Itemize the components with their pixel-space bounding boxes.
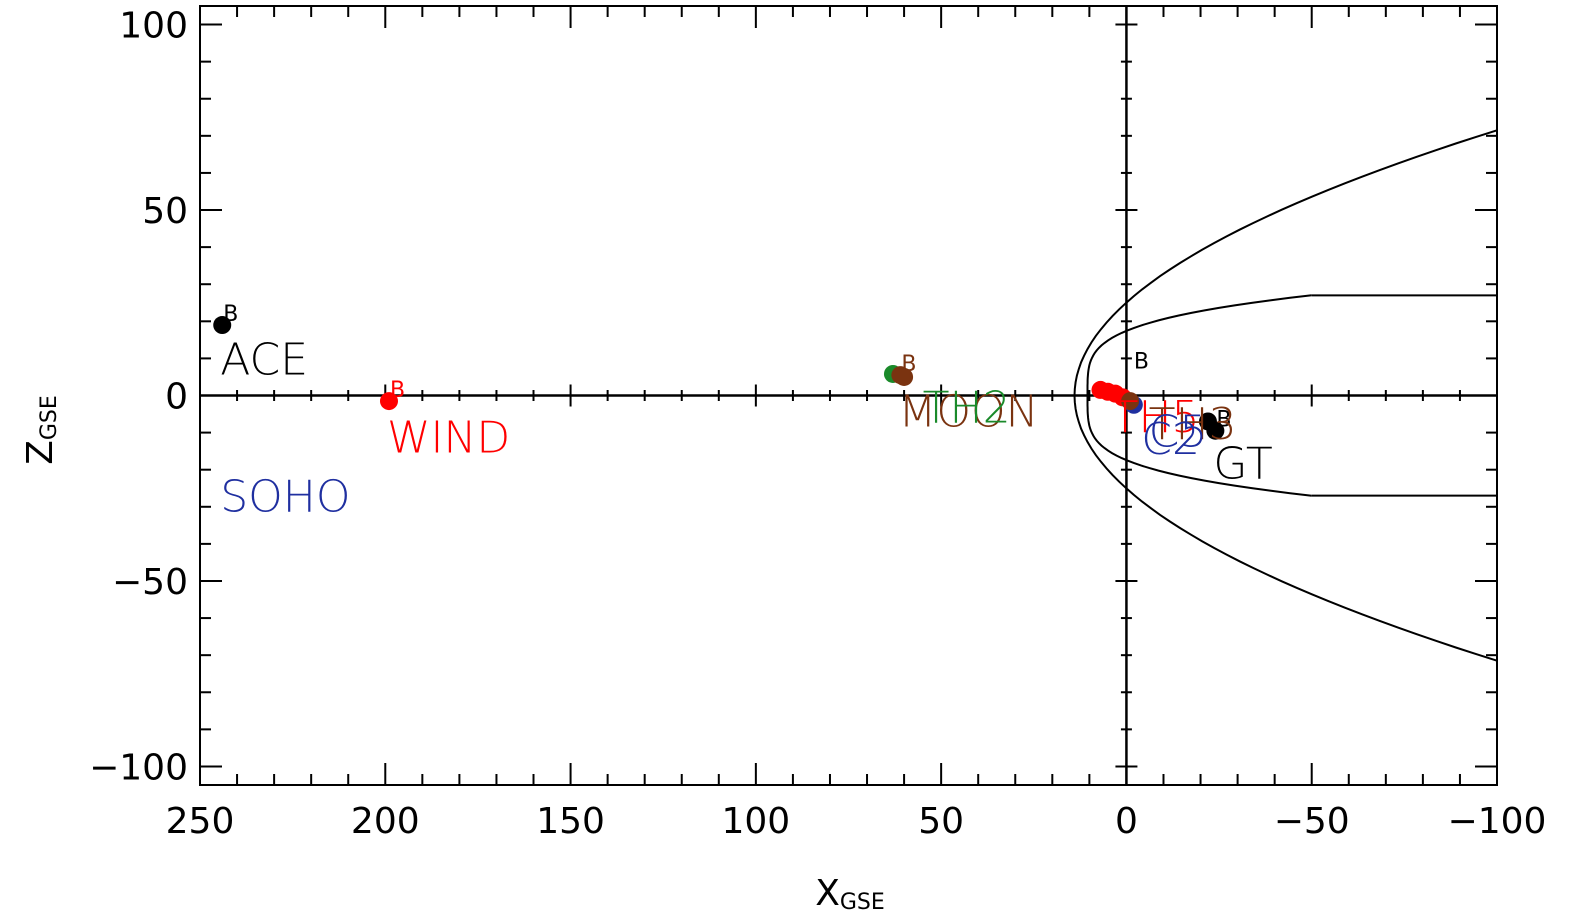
near-earth-label: C5 (1149, 407, 1208, 458)
spacecraft-label-soho: SOHO (220, 472, 350, 523)
spacecraft-points: B B B B (213, 302, 1231, 440)
y-axis-title-sub: GSE (37, 395, 62, 440)
x-axis-title-sub: GSE (840, 890, 885, 915)
x-tick-label: −50 (1274, 801, 1350, 842)
spacecraft-marker-letter: B (901, 352, 916, 377)
spacecraft-label-wind: WIND (387, 412, 510, 463)
x-axis-title-main: X (815, 873, 840, 914)
spacecraft-marker-letter: B (390, 378, 405, 403)
y-axis-title-main: Z (20, 440, 61, 465)
y-axis-title-group: ZGSE (20, 395, 62, 465)
spacecraft-point-wind (379, 392, 398, 411)
spacecraft-label-ace: ACE (220, 334, 308, 385)
y-tick-label: 50 (142, 191, 188, 232)
x-tick-label: −100 (1448, 801, 1547, 842)
spacecraft-point (1121, 392, 1140, 411)
x-axis-title: XGSE (815, 873, 885, 915)
near-earth-label: TH3 (1149, 399, 1237, 450)
near-earth-label: TH2 (923, 382, 1011, 433)
x-tick-label: 50 (918, 801, 964, 842)
x-tick-label: 100 (721, 801, 790, 842)
spacecraft-marker-letter: B (1216, 408, 1231, 433)
x-tick-label: 150 (536, 801, 605, 842)
y-tick-label: 0 (165, 377, 188, 418)
spacecraft-point-gt (1206, 421, 1225, 440)
x-tick-label: 200 (351, 801, 420, 842)
near-earth-label: C2 (1141, 414, 1200, 465)
spacecraft-label-gt: GT (1213, 438, 1272, 489)
axis-ticks: 250 200 150 100 50 0 −50 −100 100 50 0 −50 −100 (89, 6, 1546, 842)
x-tick-label: 250 (166, 801, 235, 842)
y-tick-label: −50 (112, 562, 188, 603)
spacecraft-point-ace (213, 316, 232, 335)
spacecraft-point-moon (891, 366, 910, 385)
near-earth-label: B (1134, 350, 1149, 375)
x-tick-label: 0 (1115, 801, 1138, 842)
near-earth-label: TH5 (1112, 392, 1200, 443)
y-axis-title: ZGSE (20, 395, 62, 465)
y-tick-label: 100 (119, 6, 188, 47)
spacecraft-marker-letter: B (223, 302, 238, 327)
y-tick-label: −100 (89, 747, 188, 788)
spacecraft-label-moon: MOON (898, 386, 1038, 437)
